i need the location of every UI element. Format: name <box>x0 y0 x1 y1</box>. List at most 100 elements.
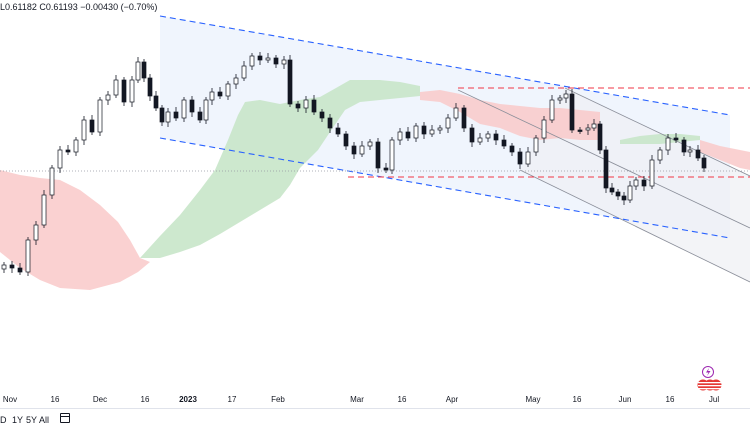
candle-body <box>249 55 255 67</box>
descending-channel <box>159 15 731 239</box>
candle-body <box>609 187 615 193</box>
cloud-bullish-late <box>620 134 700 144</box>
candle-body <box>225 83 231 97</box>
candle-body <box>89 119 95 133</box>
candle-body <box>485 133 491 139</box>
timeframe-5y[interactable]: 5Y <box>26 415 38 425</box>
candle-body <box>273 57 279 65</box>
ohlc-readout: L0.61182 C0.61193 −0.00430 (−0.70%) <box>0 2 157 12</box>
x-tick-label: 2023 <box>179 395 197 404</box>
candle-body <box>673 137 679 141</box>
change-value: −0.00430 (−0.70%) <box>80 2 158 12</box>
candle-body <box>33 224 39 241</box>
candle-body <box>153 95 159 109</box>
candle-body <box>41 194 47 226</box>
candle-body <box>461 107 467 129</box>
candle-body <box>241 65 247 79</box>
candle-body <box>295 103 301 109</box>
candle-body <box>147 77 153 97</box>
us-flag-icon[interactable] <box>697 379 723 391</box>
candle-body <box>641 179 647 187</box>
candle-body <box>569 93 575 131</box>
close-value: C0.61193 <box>39 2 78 12</box>
candle-body <box>577 129 583 132</box>
cloud-bearish-early <box>0 170 150 290</box>
x-tick-label: Apr <box>446 395 459 404</box>
candle-body <box>189 99 195 113</box>
candle-body <box>557 97 563 101</box>
candle-body <box>319 111 325 119</box>
candle-body <box>541 119 547 139</box>
horizontal-range <box>348 87 750 178</box>
candle-body <box>311 99 317 113</box>
candle-body <box>397 131 403 141</box>
candle-body <box>649 159 655 187</box>
candle-body <box>389 139 395 171</box>
x-tick-label: 16 <box>51 395 60 404</box>
candle-body <box>327 117 333 129</box>
x-tick-label: 16 <box>666 395 675 404</box>
candle-body <box>603 149 609 189</box>
candle-body <box>445 117 451 129</box>
x-tick-label: Feb <box>271 395 285 404</box>
candle-body <box>129 79 135 103</box>
candle-body <box>383 167 389 171</box>
candle-body <box>701 157 707 169</box>
candle-body <box>413 125 419 139</box>
x-tick-label: Mar <box>350 395 364 404</box>
candle-body <box>105 94 111 101</box>
candle-body <box>159 107 165 123</box>
candle-body <box>501 139 507 147</box>
calendar-icon[interactable] <box>60 413 70 423</box>
candle-body <box>437 127 443 131</box>
cloud-bearish-late <box>700 140 750 170</box>
timeframe-all[interactable]: All <box>39 415 50 425</box>
candle-body <box>141 61 147 79</box>
candle-body <box>687 149 693 153</box>
timeframe-d[interactable]: D <box>0 415 7 425</box>
candle-body <box>1 264 7 270</box>
candle-body <box>633 179 639 187</box>
candle-body <box>343 133 349 147</box>
candle-body <box>209 91 215 101</box>
candle-body <box>585 127 591 131</box>
candle-body <box>375 141 381 169</box>
candle-body <box>97 99 103 133</box>
candle-body <box>525 151 531 165</box>
x-tick-label: Dec <box>93 395 107 404</box>
candle-body <box>421 125 427 135</box>
candle-body <box>533 137 539 153</box>
lightning-icon[interactable] <box>702 366 714 378</box>
candle-body <box>695 149 701 159</box>
candle-body <box>469 127 475 143</box>
candle-body <box>197 111 203 121</box>
candle-body <box>25 239 31 273</box>
timeframe-1y[interactable]: 1Y <box>12 415 24 425</box>
candle-body <box>17 267 23 273</box>
candle-body <box>287 59 293 105</box>
candle-body <box>657 149 663 161</box>
candle-body <box>121 79 127 103</box>
candle-body <box>9 264 15 269</box>
x-tick-label: 16 <box>141 395 150 404</box>
candle-body <box>303 99 309 109</box>
candle-body <box>257 55 263 61</box>
candle-body <box>233 77 239 85</box>
candle-body <box>665 137 671 151</box>
candle-body <box>517 151 523 165</box>
candle-body <box>509 145 515 153</box>
candle-body <box>477 137 483 143</box>
cloud-bullish <box>140 80 420 258</box>
candle-body <box>135 61 141 81</box>
candle-body <box>181 99 187 119</box>
candle-body <box>681 139 687 153</box>
x-tick-label: 16 <box>398 395 407 404</box>
timeframe-toolbar: D 1Y 5Y All <box>0 408 750 429</box>
candle-body <box>57 149 63 169</box>
candle-body <box>493 133 499 141</box>
candle-body <box>621 195 627 201</box>
x-tick-label: May <box>525 395 540 404</box>
x-tick-label: Jun <box>619 395 632 404</box>
candle-body <box>597 123 603 151</box>
